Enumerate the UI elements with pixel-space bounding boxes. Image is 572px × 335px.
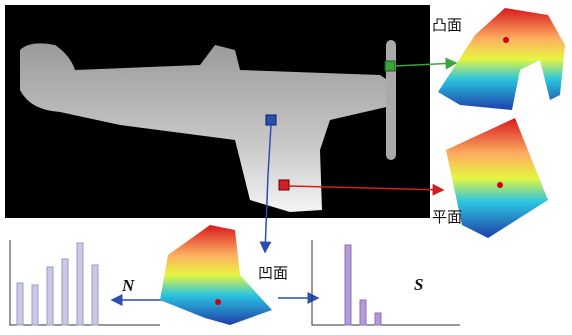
bar: [62, 259, 68, 325]
label: 凹面: [258, 264, 288, 282]
concave-marker: [266, 115, 276, 125]
label: N: [121, 276, 135, 295]
label: S: [414, 275, 423, 294]
page: {"labels": {"convex": "凸面", "flat": "平面"…: [0, 0, 572, 335]
bar: [47, 267, 53, 325]
bar: [345, 245, 351, 325]
label: 平面: [432, 208, 462, 226]
bar: [17, 283, 23, 325]
convex-marker: [385, 61, 395, 71]
concave-patch: [160, 225, 272, 325]
bar: [92, 265, 98, 325]
bar: [32, 285, 38, 325]
propeller: [386, 40, 396, 160]
bar: [77, 243, 83, 325]
histogram: [312, 240, 460, 325]
figure: 凸面 平面 凹面 N S: [0, 0, 572, 335]
histogram: [10, 240, 160, 325]
bar: [360, 300, 366, 325]
flat-marker: [279, 180, 289, 190]
bar: [375, 313, 381, 325]
label: 凸面: [432, 16, 462, 34]
